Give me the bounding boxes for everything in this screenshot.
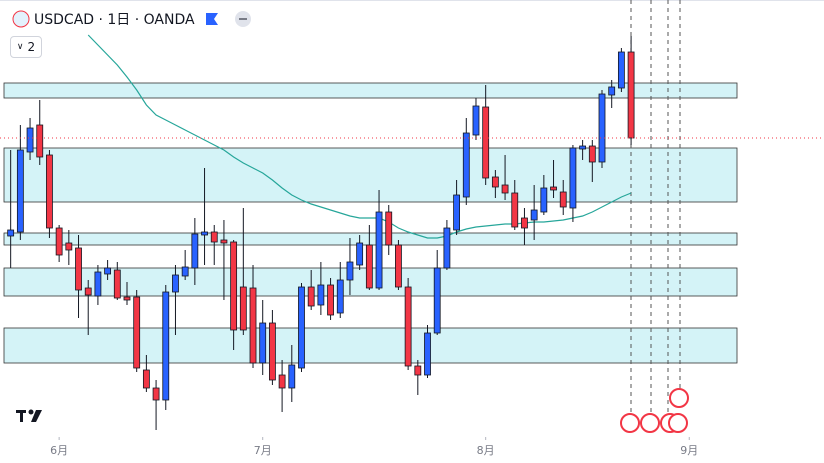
candle-body [84,287,92,296]
candle-body [278,374,286,389]
candle-body [336,279,344,314]
candle-body [385,211,393,246]
candle-body [7,229,15,237]
price-zone [3,232,738,246]
candle-body [521,217,528,229]
candle-body [191,233,199,269]
candle-body [36,124,44,158]
candle-body [249,287,257,364]
candle-body [598,93,606,163]
symbol-title[interactable]: USDCAD · 1日 · OANDA [34,12,195,28]
candle-body [75,247,82,291]
candle-body [152,387,160,401]
candle-body [268,322,276,381]
candle-body [327,284,334,316]
close-icon[interactable] [234,11,251,27]
candle-body [579,145,587,150]
candle-body [453,194,460,231]
candle-body [569,147,577,209]
candle-body [472,105,480,136]
candle-body [210,231,218,243]
candle-body [181,266,189,277]
price-zone [3,327,738,364]
candle-body [404,286,412,367]
candle-body [559,191,567,208]
candle-body [288,364,296,389]
tv-logo[interactable] [16,409,42,423]
candle-body [94,271,102,297]
candle-body [123,296,131,301]
candle-body [501,184,509,194]
candle-body [346,261,354,281]
candle-body [511,192,519,228]
candle-body [365,244,373,289]
candle-body [627,51,635,139]
x-tick-label: 7月 [254,444,272,457]
candle-body [298,286,305,369]
candle-body [259,322,267,364]
candle-body [617,51,625,89]
event-icons[interactable] [620,388,689,433]
candle-body [26,127,34,153]
candle-body [530,209,538,221]
x-tick-label: 9月 [680,444,698,457]
candle-body [55,227,63,256]
candle-body [482,106,490,179]
candle-body [162,291,170,401]
flag-icon[interactable] [205,12,219,26]
price-zone [3,82,738,99]
candle-body [433,267,441,334]
candle-body [239,286,247,331]
indicator-toggle[interactable]: ∨ 2 [10,36,42,58]
candle-body [462,132,470,198]
indicator-count: 2 [27,40,36,54]
candle-body [142,369,150,389]
candle-body [414,365,422,376]
candle-body [172,274,179,293]
header: USDCAD · 1日 · OANDA [12,9,251,29]
candle-body [356,242,364,266]
candle-body [65,242,73,251]
candle-body [317,284,325,306]
candle-body [540,187,548,213]
symbol-icon [12,10,30,28]
candle-body [46,154,53,229]
candle-body [395,244,402,288]
candle-body [133,296,141,369]
candle-body [375,211,383,289]
candle-body [307,286,315,307]
candle-body [550,186,557,191]
candle-body [588,145,596,163]
candle-body [424,332,431,376]
price-zone [3,147,738,203]
candle-body [16,149,24,233]
candle-body [201,231,208,236]
candle-body [113,269,121,299]
candle-body [491,176,499,188]
candle-body [443,227,451,269]
moving-average [87,34,632,239]
candle-body [104,267,112,275]
candle-body [608,86,616,96]
candle-body [230,241,238,331]
candle-body [220,239,228,244]
x-tick-label: 8月 [477,444,495,457]
x-tick-label: 6月 [50,444,68,457]
